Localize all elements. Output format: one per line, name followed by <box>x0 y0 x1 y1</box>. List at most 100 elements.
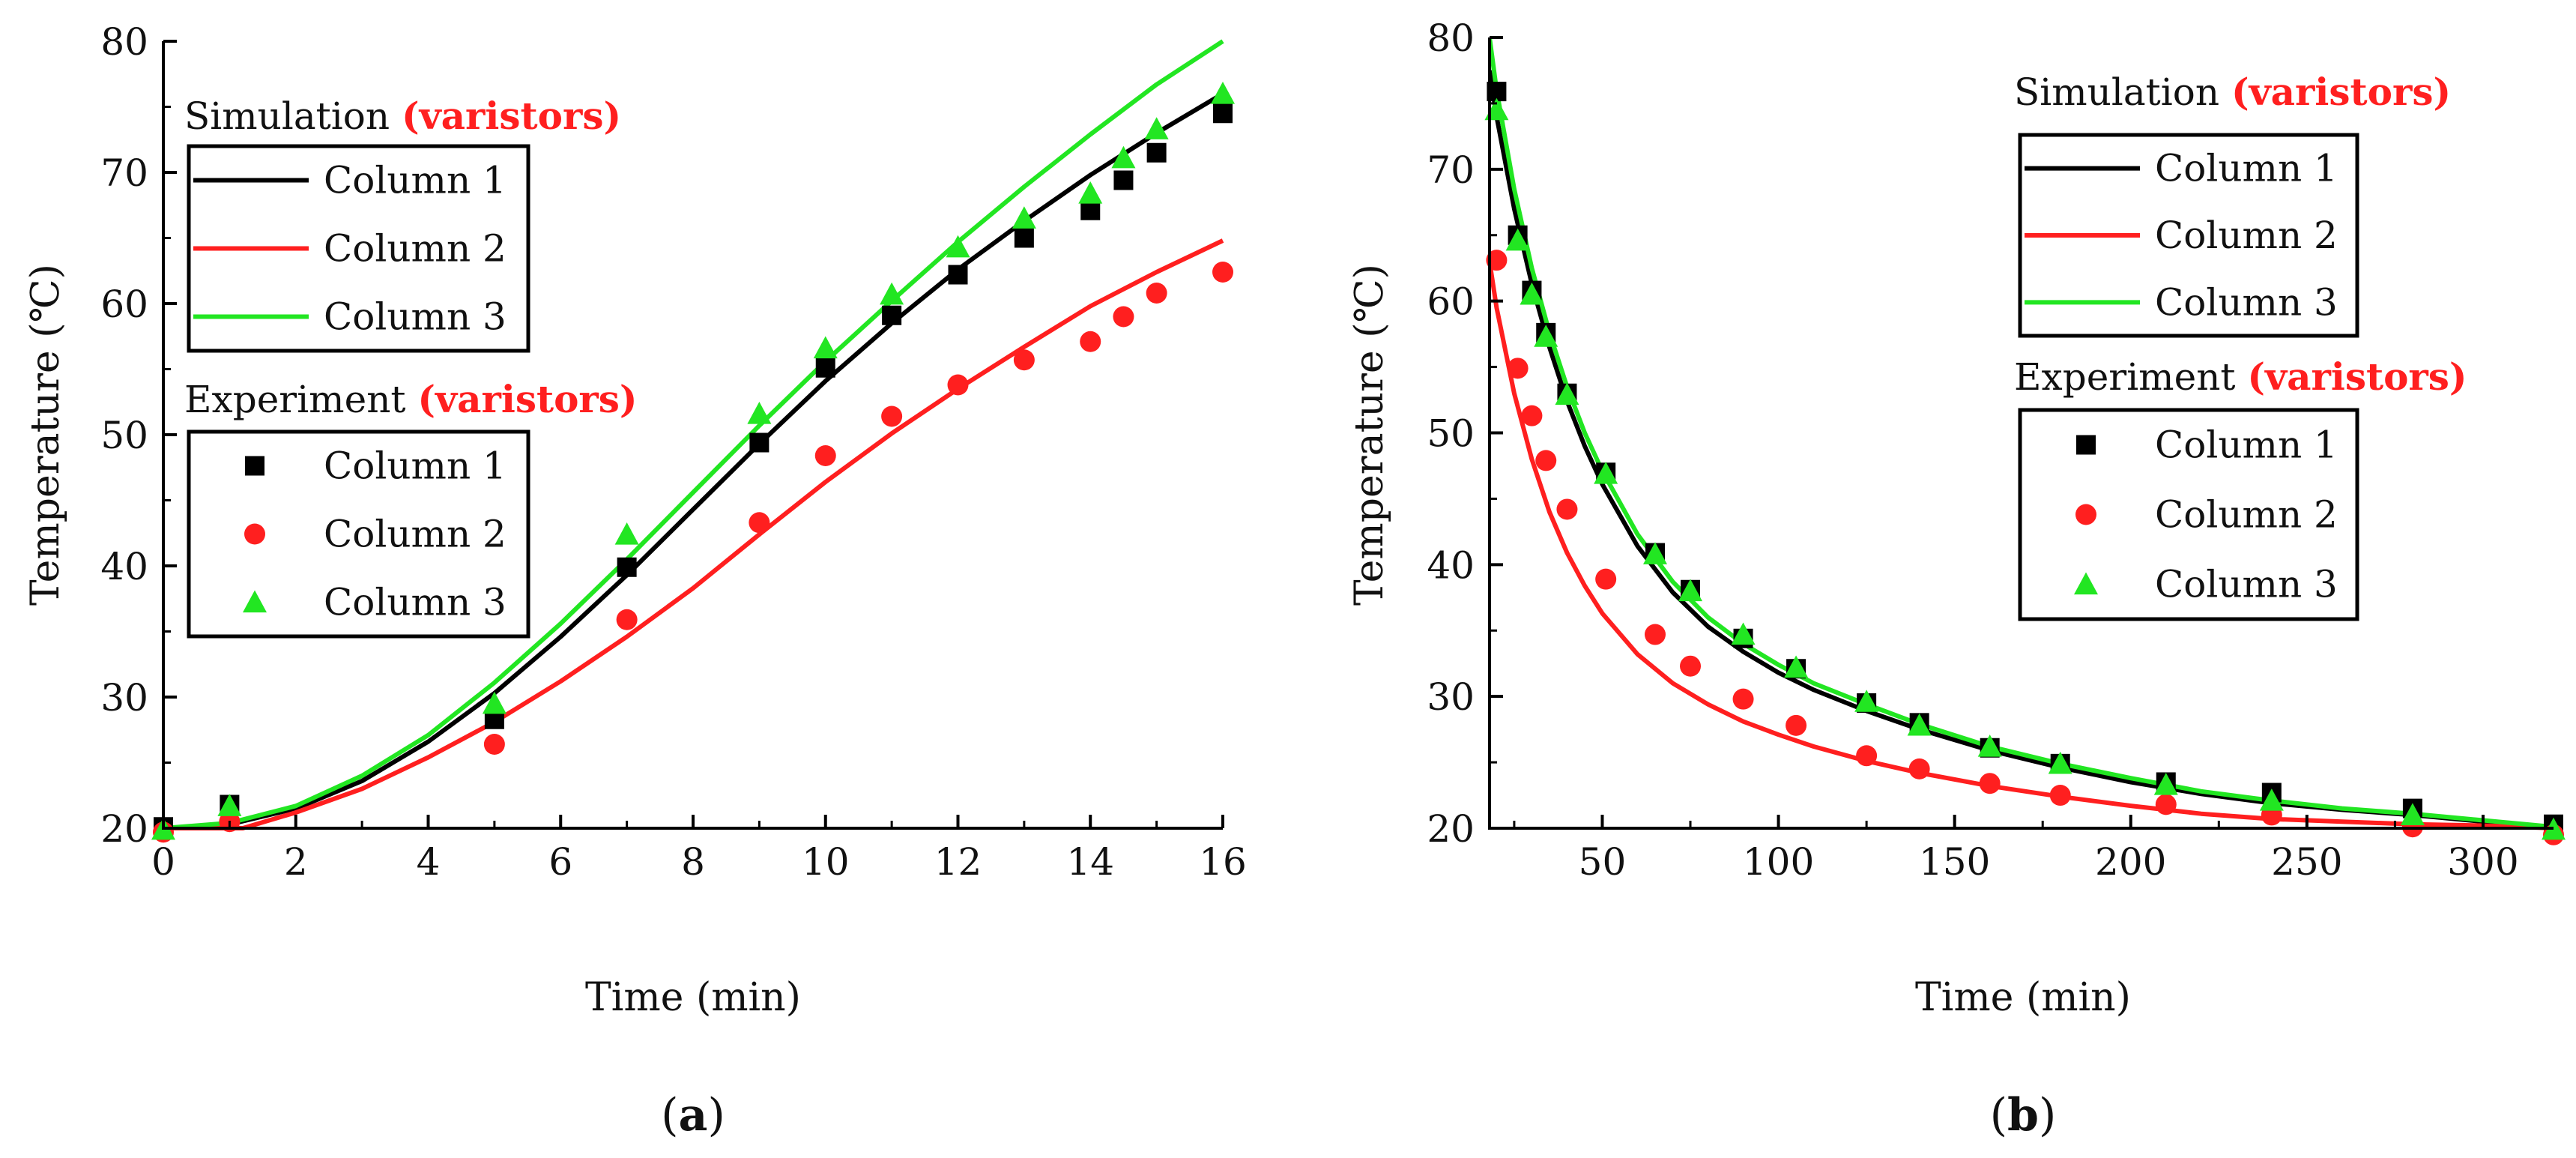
exp-point-2 <box>814 445 836 466</box>
exp-point-3 <box>482 691 507 714</box>
legend-exp-title-word: Experiment <box>184 378 417 421</box>
y-tick-label: 70 <box>100 151 148 195</box>
x-tick-label: 0 <box>151 840 175 884</box>
legend-sim-label-1: Column 1 <box>2155 147 2338 190</box>
legend-exp-label-3: Column 3 <box>2155 563 2338 606</box>
exp-point-3 <box>1642 542 1667 564</box>
exp-point-3 <box>1211 82 1235 104</box>
legend-exp-title: Experiment (varistors) <box>184 377 638 421</box>
exp-point-3 <box>1012 206 1036 229</box>
exp-point-2 <box>2155 794 2177 815</box>
legend-sim-title-word: Simulation <box>2014 70 2231 114</box>
x-tick-label: 14 <box>1066 840 1114 884</box>
legend-exp-title-highlight: (varistors) <box>2247 355 2467 399</box>
sim-line-1 <box>163 91 1224 830</box>
y-tick-label: 80 <box>1427 16 1475 60</box>
exp-point-3 <box>2259 788 2284 811</box>
legend-sim-label-3: Column 3 <box>324 295 507 339</box>
exp-point-2 <box>1556 498 1578 520</box>
exp-point-1 <box>815 358 835 378</box>
exp-point-3 <box>614 522 639 545</box>
legend-exp-label-2: Column 2 <box>324 513 507 556</box>
legend-exp-title: Experiment (varistors) <box>2014 355 2467 399</box>
exp-point-2 <box>616 609 638 630</box>
exp-point-1 <box>1146 142 1167 163</box>
legend-exp-label-1: Column 1 <box>2155 423 2338 467</box>
exp-point-3 <box>747 402 772 424</box>
exp-point-2 <box>1212 262 1233 283</box>
y-axis-title: Temperature (℃) <box>1347 264 1392 606</box>
exp-point-3 <box>1111 145 1136 169</box>
y-tick-label: 70 <box>1427 148 1475 192</box>
exp-point-2 <box>1013 349 1035 371</box>
legend-exp-marker-3 <box>243 590 267 613</box>
x-tick-label: 200 <box>2095 840 2166 884</box>
x-tick-label: 4 <box>417 840 441 884</box>
chart-panel-a: 0 2 4 6 8 10 12 14 16 20 30 40 50 60 70 80 Time (min) Tem… <box>23 20 1247 1142</box>
exp-point-2 <box>1786 714 1807 736</box>
exp-point-2 <box>881 405 903 427</box>
y-tick-label: 20 <box>1427 807 1475 851</box>
exp-point-2 <box>1908 758 1930 779</box>
exp-point-3 <box>1534 325 1558 347</box>
y-tick-label: 40 <box>100 545 148 588</box>
x-tick-label: 2 <box>284 840 308 884</box>
legend-exp-title-word: Experiment <box>2014 355 2247 399</box>
exp-point-3 <box>1907 713 1932 736</box>
exp-point-2 <box>1521 405 1543 426</box>
legend-exp-label-1: Column 1 <box>324 444 507 488</box>
exp-point-3 <box>2048 751 2072 774</box>
exp-point-3 <box>1854 690 1879 712</box>
exp-point-1 <box>749 432 770 453</box>
legend-exp-title-highlight: (varistors) <box>417 377 637 421</box>
exp-point-2 <box>1535 450 1557 471</box>
x-tick-label: 100 <box>1743 840 1814 884</box>
x-tick-label: 12 <box>934 840 982 884</box>
exp-point-3 <box>2153 772 2178 795</box>
x-axis-title: Time (min) <box>585 975 801 1020</box>
legend-exp-label-2: Column 2 <box>2155 493 2338 537</box>
exp-point-3 <box>1555 382 1579 405</box>
y-tick-label: 50 <box>100 414 148 457</box>
x-tick-label: 8 <box>681 840 705 884</box>
x-tick-label: 6 <box>548 840 572 884</box>
x-tick-label: 10 <box>802 840 850 884</box>
exp-point-2 <box>1732 688 1754 710</box>
legend-exp-marker-2 <box>244 523 265 545</box>
chart-panel-b: 50 100 150 200 250 300 20 30 40 50 60 70 80 Time (min… <box>1347 16 2566 1142</box>
exp-point-3 <box>946 235 970 258</box>
exp-point-3 <box>1594 462 1618 484</box>
exp-point-2 <box>2049 785 2071 806</box>
exp-point-3 <box>1078 181 1103 204</box>
legend-sim-title: Simulation (varistors) <box>2014 70 2451 114</box>
y-tick-label: 80 <box>100 20 148 64</box>
legend-exp-marker-1 <box>245 456 264 476</box>
exp-point-3 <box>1784 655 1809 678</box>
x-tick-label: 250 <box>2271 840 2342 884</box>
exp-point-1 <box>948 265 968 285</box>
y-tick-label: 30 <box>1427 675 1475 719</box>
panel-label: (a) <box>661 1089 725 1142</box>
legend-sim-title-word: Simulation <box>184 94 402 138</box>
exp-point-1 <box>1213 103 1233 124</box>
x-tick-label: 16 <box>1199 840 1247 884</box>
exp-point-3 <box>217 794 242 816</box>
exp-point-2 <box>1080 331 1101 352</box>
legend-sim-label-2: Column 2 <box>2155 214 2338 257</box>
exp-point-1 <box>617 557 637 577</box>
exp-point-2 <box>947 374 969 396</box>
y-tick-label: 40 <box>1427 543 1475 587</box>
exp-point-2 <box>1856 745 1878 767</box>
legend-sim-label-2: Column 2 <box>324 227 507 271</box>
legend-sim-title: Simulation (varistors) <box>184 94 621 138</box>
exp-point-3 <box>2400 803 2425 826</box>
exp-point-2 <box>1146 283 1167 304</box>
exp-point-2 <box>1507 358 1529 379</box>
exp-point-1 <box>1080 200 1101 220</box>
exp-series-3 <box>151 82 1235 840</box>
exp-point-2 <box>1595 568 1617 590</box>
legend-exp-marker-2 <box>2075 504 2096 525</box>
legend-sim-label-3: Column 3 <box>2155 280 2338 324</box>
exp-point-2 <box>749 512 770 534</box>
